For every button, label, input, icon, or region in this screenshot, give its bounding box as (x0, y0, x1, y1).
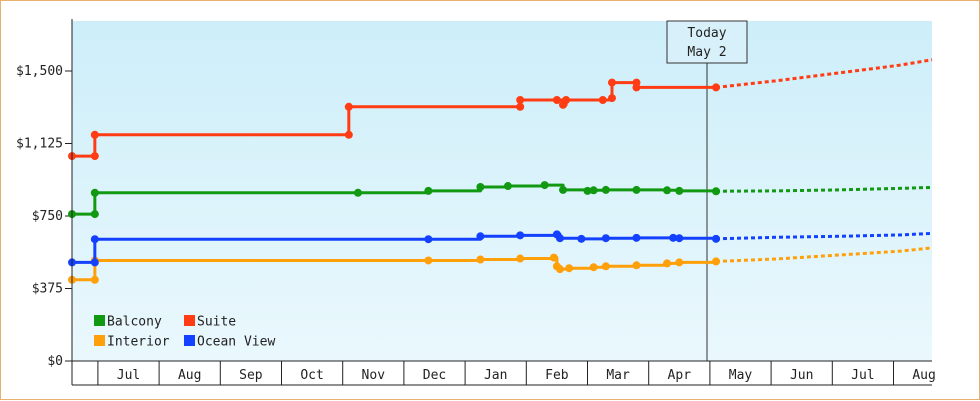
data-point-suite (344, 130, 353, 139)
x-tick-label: Oct (300, 368, 323, 383)
data-point-ocean-view (675, 234, 684, 243)
data-point-interior (424, 256, 433, 265)
data-point-ocean-view (632, 233, 641, 242)
data-point-balcony (90, 210, 99, 219)
today-box (666, 20, 748, 64)
data-point-suite (516, 102, 525, 111)
data-point-balcony (354, 188, 362, 197)
data-point-suite (598, 96, 607, 104)
forecast-line-interior (715, 246, 933, 263)
data-point-interior (555, 265, 564, 274)
data-point-interior (601, 262, 610, 271)
forecast-line-balcony (716, 185, 933, 193)
legend-swatch (94, 315, 105, 326)
x-tick-label: Nov (362, 368, 386, 383)
data-point-suite (607, 78, 616, 87)
today-marker: Today May 2 (666, 20, 748, 361)
data-point-suite (712, 83, 721, 92)
data-point-suite (516, 96, 525, 104)
data-point-suite (607, 94, 616, 103)
data-point-balcony (675, 186, 684, 195)
data-point-suite (552, 96, 561, 104)
data-point-ocean-view (90, 235, 99, 244)
data-point-interior (663, 259, 672, 268)
data-point-ocean-view (516, 231, 525, 240)
data-point-interior (675, 258, 684, 267)
series-layer (68, 58, 933, 284)
legend-label: Interior (107, 335, 170, 350)
data-point-balcony (90, 188, 99, 197)
today-label: Today (687, 26, 726, 41)
legend-swatch (184, 335, 195, 346)
data-point-interior (516, 254, 525, 263)
legend-label: Suite (197, 315, 236, 330)
legend-swatch (94, 335, 105, 346)
data-point-ocean-view (712, 234, 721, 243)
legend-label: Balcony (107, 315, 162, 330)
y-tick-label: $750 (32, 209, 63, 224)
data-point-balcony (583, 186, 592, 195)
data-point-ocean-view (669, 233, 678, 242)
today-date: May 2 (687, 45, 726, 60)
legend-swatch (184, 315, 195, 326)
x-tick-label: Dec (423, 368, 446, 383)
data-point-balcony (503, 182, 512, 191)
y-tick-label: $1,500 (16, 64, 63, 79)
data-point-interior (589, 263, 598, 272)
y-axis: $0 $375 $750 $1,125 $1,500 (16, 64, 72, 369)
x-tick-label: Aug (178, 368, 201, 383)
y-tick-label: $1,125 (16, 137, 63, 152)
data-point-balcony (663, 186, 672, 195)
data-point-interior (90, 275, 99, 284)
data-point-balcony (632, 185, 641, 194)
data-point-ocean-view (90, 258, 99, 267)
data-point-suite (562, 96, 571, 104)
data-point-ocean-view (424, 235, 433, 244)
x-tick-label: May (729, 368, 753, 383)
data-point-balcony (589, 186, 598, 195)
x-tick-label: Jul (117, 368, 140, 383)
data-point-interior (549, 253, 558, 262)
data-point-ocean-view (577, 234, 586, 243)
x-tick-label: Apr (668, 368, 692, 383)
legend: Balcony Suite Interior Ocean View (94, 315, 275, 350)
data-point-ocean-view (476, 232, 485, 241)
data-point-suite (344, 102, 353, 111)
data-point-interior (712, 257, 721, 266)
forecast-line-ocean-view (715, 231, 933, 241)
data-point-balcony (559, 185, 568, 194)
legend-label: Ocean View (197, 335, 275, 350)
x-tick-label: Mar (606, 368, 630, 383)
x-tick-label: Jul (851, 368, 874, 383)
data-point-balcony (712, 187, 721, 196)
data-point-balcony (424, 186, 433, 195)
x-tick-label: Feb (545, 368, 569, 383)
data-point-ocean-view (601, 234, 610, 243)
y-tick-label: $0 (47, 354, 63, 369)
data-point-interior (565, 264, 574, 273)
x-tick-label: Aug (912, 368, 935, 383)
x-tick-label: Jun (790, 368, 813, 383)
data-point-balcony (476, 183, 485, 191)
data-point-suite (90, 130, 99, 139)
x-tick-label: Sep (239, 368, 263, 383)
data-point-interior (476, 255, 485, 264)
data-point-suite (90, 152, 99, 161)
y-tick-label: $375 (32, 282, 63, 297)
x-tick-label: Jan (484, 368, 507, 383)
data-point-interior (632, 261, 641, 270)
data-point-suite (632, 83, 641, 92)
data-point-balcony (540, 181, 549, 190)
data-point-ocean-view (555, 234, 564, 243)
data-point-balcony (601, 185, 610, 194)
x-axis: Jul Aug Sep Oct Nov Dec Jan Feb Mar Apr May Jun Jul A… (72, 361, 936, 386)
